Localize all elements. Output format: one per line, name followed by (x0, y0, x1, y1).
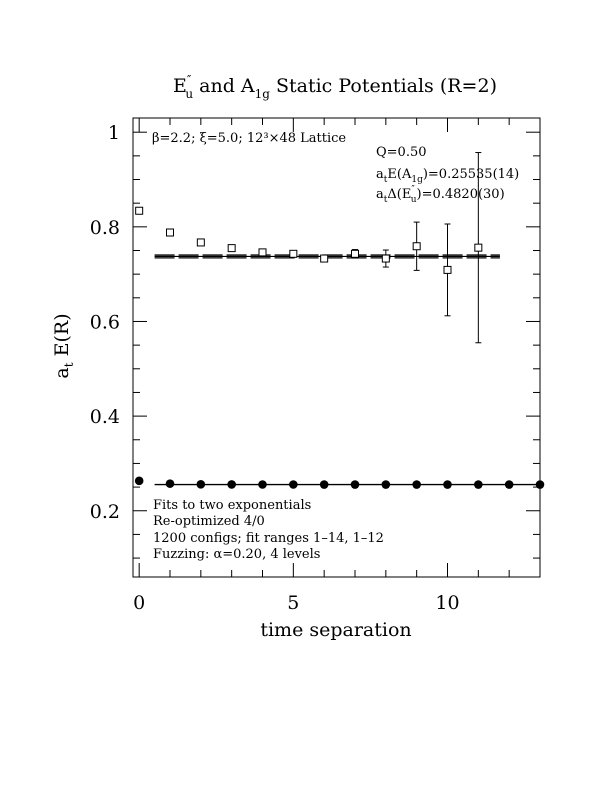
a1g-point (258, 480, 267, 489)
note-line-1: Fits to two exponentials (153, 498, 311, 513)
fit-eu: atΔ(E″ u)=0.4820(30) (376, 185, 505, 205)
eu-point (289, 249, 298, 258)
a1g-point (381, 480, 391, 489)
fit-lines (154, 254, 540, 486)
eu-point (320, 254, 329, 263)
y-tick-label: 0.2 (90, 501, 120, 523)
a1g-point (474, 480, 483, 489)
y-axis-label: at E(R) (51, 313, 76, 378)
y-tick-label: 0.6 (90, 311, 120, 333)
plot-frame (132, 117, 541, 578)
eu-point (196, 238, 205, 247)
eu-point (412, 242, 421, 251)
a1g-point (134, 476, 144, 486)
eu-point (227, 244, 236, 253)
eu-point (351, 249, 359, 258)
a1g-point (412, 480, 421, 489)
x-tick-label: 10 (435, 592, 459, 614)
note-line-4: Fuzzing: α=0.20, 4 levels (153, 547, 320, 562)
eu-point (474, 243, 483, 252)
a1g-point (196, 480, 206, 489)
a1g-point (227, 480, 236, 489)
y-tick-label: 0.4 (90, 406, 120, 428)
y-tick-label: 0.8 (90, 217, 120, 239)
eu-point (135, 206, 144, 215)
axis-ticks: 0 5 10 0.2 0.4 0.6 0.8 1 (90, 118, 541, 614)
fit-a1g: atE(A1g)=0.25535(14) (376, 167, 519, 185)
x-tick-label: 5 (287, 592, 299, 614)
eu-point (381, 254, 390, 263)
eu-point (443, 265, 452, 274)
lattice-note: β=2.2; ξ=5.0; 12³×48 Lattice (152, 131, 346, 146)
a1g-point (319, 480, 329, 489)
a1g-point (535, 480, 545, 489)
a1g-point (289, 480, 298, 489)
a1g-point (504, 480, 514, 489)
y-tick-label: 1 (108, 122, 120, 144)
fit-q: Q=0.50 (376, 145, 427, 160)
x-axis-label: time separation (260, 619, 411, 641)
eu-point (166, 228, 174, 237)
eu-point (258, 248, 267, 257)
x-tick-label: 0 (133, 592, 145, 614)
a1g-point (350, 480, 360, 489)
data-points (134, 152, 545, 489)
a1g-point (443, 480, 452, 489)
note-line-3: 1200 configs; fit ranges 1–14, 1–12 (153, 531, 384, 546)
chart-title: E″ u and A1g Static Potentials (R=2) (173, 73, 497, 101)
note-line-2: Re-optimized 4/0 (153, 514, 265, 529)
a1g-point (165, 479, 175, 488)
